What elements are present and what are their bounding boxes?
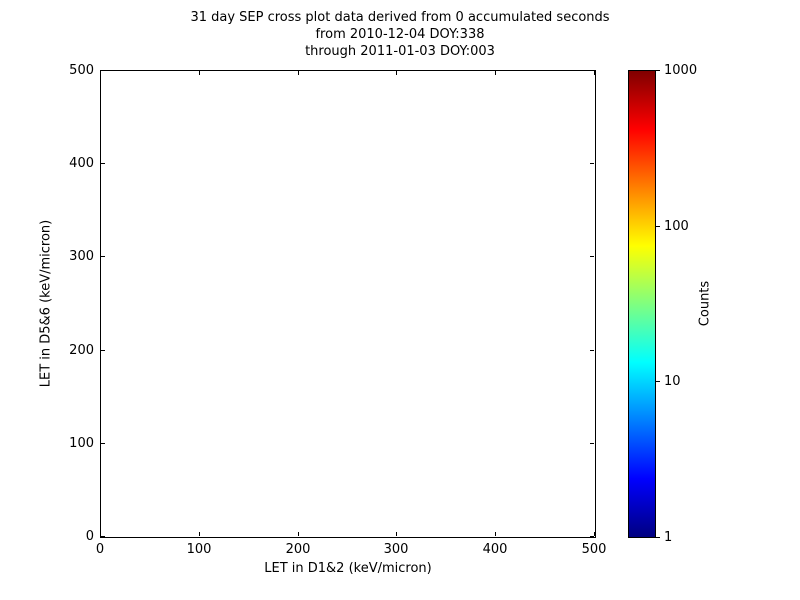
y-tick-mark — [101, 350, 105, 351]
plot-area — [100, 70, 596, 538]
chart-title-line-2: from 2010-12-04 DOY:338 — [315, 27, 485, 42]
y-tick-label: 0 — [85, 529, 94, 544]
y-tick-mark — [101, 256, 105, 257]
x-axis-label: LET in D1&2 (keV/micron) — [264, 561, 432, 576]
x-tick-mark — [495, 532, 496, 536]
colorbar-tick-mark — [656, 381, 660, 382]
y-tick-mark-right — [590, 350, 594, 351]
colorbar-tick-mark — [656, 70, 660, 71]
x-tick-mark-top — [495, 71, 496, 75]
y-tick-label: 300 — [69, 249, 94, 264]
x-tick-label: 0 — [95, 542, 105, 557]
colorbar — [628, 70, 656, 538]
x-tick-label: 200 — [285, 542, 311, 557]
y-tick-mark — [101, 70, 105, 71]
x-tick-mark-top — [100, 71, 101, 75]
y-tick-mark-right — [590, 256, 594, 257]
y-tick-mark — [101, 163, 105, 164]
colorbar-tick-label: 1000 — [664, 63, 698, 78]
x-tick-label: 500 — [581, 542, 607, 557]
x-tick-mark-top — [199, 71, 200, 75]
x-tick-mark-top — [594, 71, 595, 75]
y-tick-mark-right — [590, 70, 594, 71]
y-tick-mark-right — [590, 536, 594, 537]
x-tick-mark-top — [396, 71, 397, 75]
x-tick-mark-top — [298, 71, 299, 75]
y-tick-label: 100 — [69, 436, 94, 451]
x-tick-mark — [396, 532, 397, 536]
y-tick-label: 200 — [69, 343, 94, 358]
y-tick-mark — [101, 536, 105, 537]
colorbar-tick-label: 1 — [664, 530, 673, 545]
colorbar-tick-mark — [656, 537, 660, 538]
colorbar-tick-label: 100 — [664, 219, 689, 234]
x-tick-label: 400 — [482, 542, 508, 557]
x-tick-mark — [100, 532, 101, 536]
x-tick-mark — [594, 532, 595, 536]
x-tick-mark — [298, 532, 299, 536]
y-tick-label: 500 — [69, 63, 94, 78]
x-tick-mark — [199, 532, 200, 536]
colorbar-label: Counts — [697, 280, 713, 327]
y-tick-mark — [101, 443, 105, 444]
x-tick-label: 300 — [383, 542, 409, 557]
chart-title-line-3: through 2011-01-03 DOY:003 — [305, 44, 495, 59]
colorbar-tick-label: 10 — [664, 374, 681, 389]
chart-title-line-1: 31 day SEP cross plot data derived from … — [190, 10, 610, 25]
y-axis-label: LET in D5&6 (keV/micron) — [38, 219, 54, 388]
y-tick-label: 400 — [69, 156, 94, 171]
y-tick-mark-right — [590, 163, 594, 164]
colorbar-tick-mark — [656, 226, 660, 227]
y-tick-mark-right — [590, 443, 594, 444]
x-tick-label: 100 — [186, 542, 212, 557]
